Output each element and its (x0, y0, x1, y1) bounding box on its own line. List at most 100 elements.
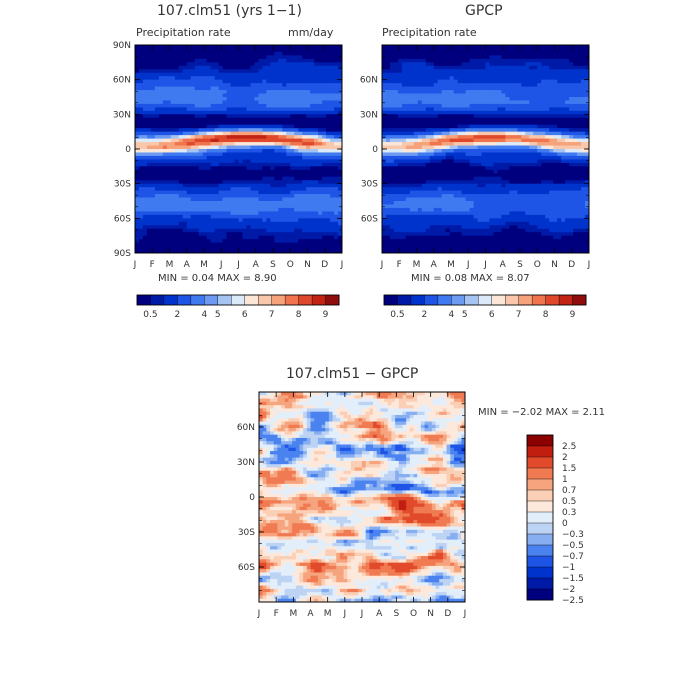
heatmap-cell (262, 183, 267, 188)
heatmap-cell (497, 48, 502, 53)
heatmap-cell (198, 152, 204, 157)
heatmap-cell (314, 121, 319, 126)
heatmap-cell (533, 86, 538, 91)
heatmap-cell (254, 121, 259, 126)
heatmap-cell (162, 51, 168, 56)
heatmap-cell (318, 166, 323, 171)
heatmap-cell (485, 100, 490, 105)
heatmap-cell (226, 187, 231, 191)
heatmap-cell (198, 48, 204, 53)
heatmap-cell (286, 194, 291, 198)
heatmap-cell (210, 86, 216, 91)
heatmap-cell (234, 79, 239, 84)
heatmap-cell (294, 235, 299, 240)
heatmap-cell (382, 90, 387, 94)
chart3-stats: MIN = −2.02 MAX = 2.11 (478, 407, 605, 418)
heatmap-cell (382, 93, 387, 98)
heatmap-cell (441, 155, 447, 160)
heatmap-cell (254, 239, 259, 243)
heatmap-cell (461, 103, 466, 108)
heatmap-cell (302, 93, 307, 98)
heatmap-cell (517, 100, 522, 105)
heatmap-cell (142, 211, 148, 216)
heatmap-cell (254, 149, 259, 153)
y-tick-label: 60N (113, 76, 131, 86)
heatmap-cell (429, 124, 435, 129)
heatmap-cell (310, 69, 315, 74)
heatmap-cell (166, 180, 172, 185)
heatmap-cell (206, 183, 212, 188)
heatmap-cell (473, 65, 478, 70)
heatmap-cell (298, 221, 303, 226)
heatmap-cell (521, 152, 526, 157)
heatmap-cell (517, 65, 522, 70)
heatmap-cell (521, 97, 526, 101)
heatmap-cell (449, 124, 455, 129)
heatmap-cell (501, 58, 506, 63)
heatmap-cell (190, 190, 196, 195)
heatmap-cell (322, 166, 327, 171)
heatmap-cell (397, 138, 403, 143)
heatmap-cell (509, 62, 514, 67)
heatmap-cell (561, 138, 566, 143)
heatmap-cell (142, 62, 148, 67)
heatmap-cell (222, 201, 227, 205)
heatmap-cell (393, 100, 399, 105)
heatmap-cell (162, 211, 168, 216)
heatmap-cell (162, 131, 168, 136)
heatmap-cell (142, 249, 148, 254)
heatmap-cell (214, 221, 219, 226)
heatmap-cell (393, 145, 399, 150)
heatmap-cell (509, 69, 514, 74)
heatmap-cell (262, 218, 267, 223)
heatmap-cell (561, 155, 566, 160)
heatmap-cell (170, 218, 176, 223)
heatmap-cell (250, 190, 255, 195)
heatmap-cell (318, 117, 323, 122)
heatmap-cell (178, 183, 184, 188)
heatmap-cell (246, 242, 251, 247)
heatmap-cell (154, 76, 160, 81)
heatmap-cell (135, 246, 140, 250)
heatmap-cell (182, 48, 188, 53)
heatmap-cell (405, 131, 411, 136)
heatmap-cell (250, 103, 255, 108)
heatmap-cell (389, 142, 395, 146)
heatmap-cell (234, 117, 239, 122)
heatmap-cell (226, 211, 231, 216)
heatmap-cell (314, 201, 319, 205)
heatmap-cell (142, 145, 148, 150)
heatmap-cell (230, 93, 235, 98)
heatmap-cell (326, 72, 331, 77)
heatmap-cell (170, 107, 176, 112)
heatmap-cell (413, 128, 419, 133)
heatmap-cell (302, 211, 307, 216)
heatmap-cell (146, 62, 152, 67)
heatmap-cell (493, 107, 498, 112)
heatmap-cell (557, 117, 562, 122)
heatmap-cell (214, 48, 219, 53)
heatmap-cell (457, 128, 463, 133)
heatmap-cell (218, 232, 223, 237)
heatmap-cell (270, 242, 275, 247)
heatmap-cell (186, 242, 192, 247)
heatmap-cell (178, 83, 184, 87)
heatmap-cell (310, 246, 315, 250)
heatmap-cell (178, 249, 184, 254)
heatmap-cell (218, 169, 223, 174)
heatmap-cell (306, 48, 311, 53)
heatmap-cell (513, 86, 518, 91)
heatmap-cell (210, 225, 216, 230)
heatmap-cell (533, 131, 538, 136)
heatmap-cell (138, 72, 144, 77)
heatmap-cell (178, 121, 184, 126)
heatmap-cell (517, 58, 522, 63)
heatmap-cell (445, 155, 451, 160)
heatmap-cell (226, 176, 231, 181)
heatmap-cell (174, 249, 180, 254)
heatmap-cell (581, 69, 586, 74)
heatmap-cell (413, 72, 419, 77)
heatmap-cell (473, 83, 478, 87)
heatmap-cell (270, 79, 275, 84)
heatmap-cell (162, 225, 168, 230)
